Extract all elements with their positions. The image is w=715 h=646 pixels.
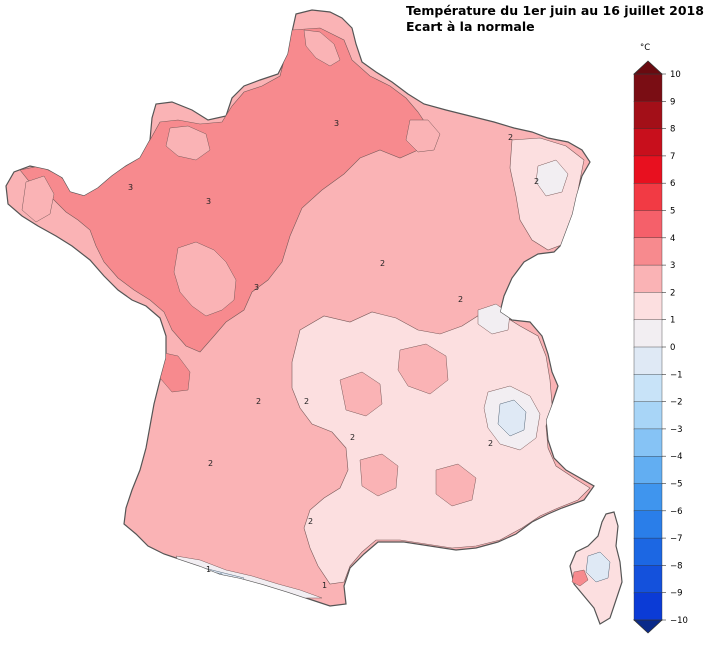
contour-label: 3	[254, 283, 259, 292]
legend-tick-label: −2	[670, 398, 683, 408]
legend-tick-label: −10	[670, 616, 688, 626]
legend-tick-label: 6	[670, 179, 675, 189]
map-title: Température du 1er juin au 16 juillet 20…	[406, 3, 704, 18]
legend-tick-label: 7	[670, 152, 675, 162]
zone-plus-2-intrusion-4	[435, 463, 477, 507]
legend-tick-label: −9	[670, 589, 683, 599]
legend-band	[633, 374, 663, 403]
legend-tick-label: 9	[670, 97, 675, 107]
legend-band	[633, 237, 663, 266]
zone-plus-2-pocket-1	[173, 241, 237, 317]
legend-band	[633, 565, 663, 594]
legend-band	[633, 428, 663, 457]
legend-tick-label: −4	[670, 452, 683, 462]
legend-tick-label: −8	[670, 561, 683, 571]
corsica-cool-zone	[585, 551, 611, 583]
legend-band	[633, 537, 663, 567]
legend-tick-label: −6	[670, 507, 683, 517]
contour-label: 2	[534, 177, 539, 186]
contour-label: 2	[208, 459, 213, 468]
contour-label: 3	[206, 197, 211, 206]
legend-top-arrow	[632, 60, 664, 75]
contour-label: 2	[256, 397, 261, 406]
legend-tick-label: −3	[670, 425, 683, 435]
contour-label: 2	[488, 439, 493, 448]
contour-label: 1	[322, 581, 327, 590]
legend-tick-label: 1	[670, 316, 675, 326]
zone-plus-2-pocket-2	[303, 29, 341, 67]
contour-label: 2	[508, 133, 513, 142]
legend-bottom-arrow	[632, 619, 664, 634]
zone-plus-2-intrusion-1	[339, 371, 383, 417]
legend-tick-label: −5	[670, 480, 683, 490]
map-subtitle: Ecart à la normale	[406, 19, 535, 34]
legend-tick-label: 5	[670, 207, 675, 217]
legend-band	[633, 292, 663, 321]
legend-band	[633, 210, 663, 239]
zone-plus-2-intrusion-2	[397, 343, 449, 395]
legend-band	[633, 456, 663, 485]
legend-tick-label: 3	[670, 261, 675, 271]
legend-tick-label: 10	[670, 70, 681, 80]
legend-tick-label: 2	[670, 288, 675, 298]
contour-label: 3	[128, 183, 133, 192]
legend-band	[633, 101, 663, 130]
legend-tick-label: 8	[670, 125, 675, 135]
legend-band	[633, 128, 663, 157]
zone-plus-2-intrusion-3	[359, 453, 399, 497]
anomaly-zones	[19, 27, 591, 599]
legend-band	[633, 73, 663, 102]
contour-label: 2	[304, 397, 309, 406]
contour-label: 2	[458, 295, 463, 304]
zone-plus-2-pocket-5	[405, 119, 441, 153]
legend-band	[633, 592, 663, 621]
legend-tick-label: −1	[670, 370, 683, 380]
zone-plus-2-pocket-4	[21, 175, 55, 223]
legend-band	[633, 483, 663, 512]
zone-plus-2-pocket-3	[165, 125, 211, 161]
legend-tick-label: 4	[670, 234, 675, 244]
legend-band	[633, 510, 663, 539]
contour-label: 1	[206, 565, 211, 574]
contour-label: 2	[380, 259, 385, 268]
legend-tick-label: −7	[670, 534, 683, 544]
contour-label: 2	[308, 517, 313, 526]
legend-band	[633, 264, 663, 294]
contour-label: 2	[350, 433, 355, 442]
legend-band	[633, 182, 663, 212]
contour-label: 3	[334, 119, 339, 128]
zone-zero-vosges	[535, 159, 569, 197]
legend-unit: °C	[640, 43, 650, 53]
legend-band	[633, 401, 663, 430]
zone-minus-1-alps	[497, 399, 527, 437]
legend-band	[633, 155, 663, 184]
legend-tick-label: 0	[670, 343, 675, 353]
corsica-warm-spot	[571, 569, 589, 587]
legend-band	[633, 346, 663, 375]
legend-band	[633, 319, 663, 348]
